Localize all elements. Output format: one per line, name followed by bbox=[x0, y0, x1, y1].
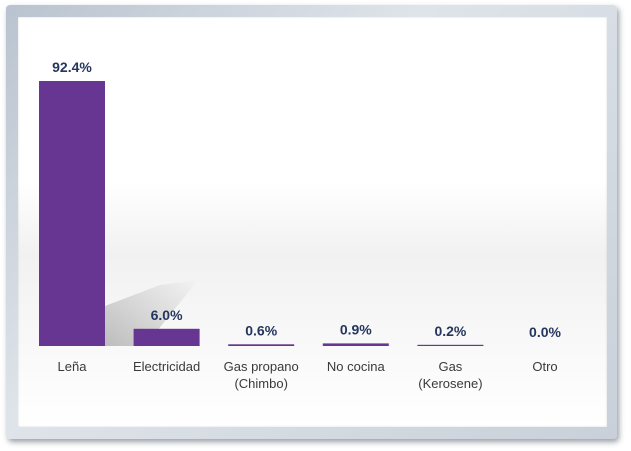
value-label-2: 0.6% bbox=[245, 322, 277, 338]
category-label-line: Gas propano bbox=[224, 359, 299, 374]
bar-2 bbox=[228, 344, 295, 346]
bar-shadow bbox=[105, 280, 198, 346]
category-label-line: Leña bbox=[58, 359, 88, 374]
category-label-line: Electricidad bbox=[133, 359, 200, 374]
category-label-4: Gas (Kerosene) bbox=[418, 359, 482, 391]
category-label-1: Electricidad bbox=[133, 359, 200, 374]
category-label-line: (Kerosene) bbox=[418, 376, 482, 391]
category-label-3: No cocina bbox=[327, 359, 386, 374]
value-label-5: 0.0% bbox=[529, 324, 561, 340]
chart-panel bbox=[18, 17, 607, 427]
category-label-2: Gas propano (Chimbo) bbox=[224, 359, 299, 391]
bar-0 bbox=[39, 81, 105, 346]
category-label-line: (Chimbo) bbox=[234, 376, 287, 391]
value-label-4: 0.2% bbox=[434, 323, 466, 339]
value-label-0: 92.4% bbox=[52, 59, 92, 75]
category-label-line: Gas bbox=[438, 359, 462, 374]
bar-1 bbox=[133, 328, 200, 346]
value-label-1: 6.0% bbox=[151, 307, 183, 323]
category-label-0: Leña bbox=[58, 359, 88, 374]
bar-4 bbox=[417, 344, 484, 346]
bar-3 bbox=[322, 343, 389, 346]
category-label-line: No cocina bbox=[327, 359, 386, 374]
category-label-5: Otro bbox=[532, 359, 557, 374]
bars-layer: 92.4% Leña 6.0% Electricidad 0.6% Gas propano… bbox=[39, 59, 562, 391]
category-label-line: Otro bbox=[532, 359, 557, 374]
value-label-3: 0.9% bbox=[340, 321, 372, 337]
